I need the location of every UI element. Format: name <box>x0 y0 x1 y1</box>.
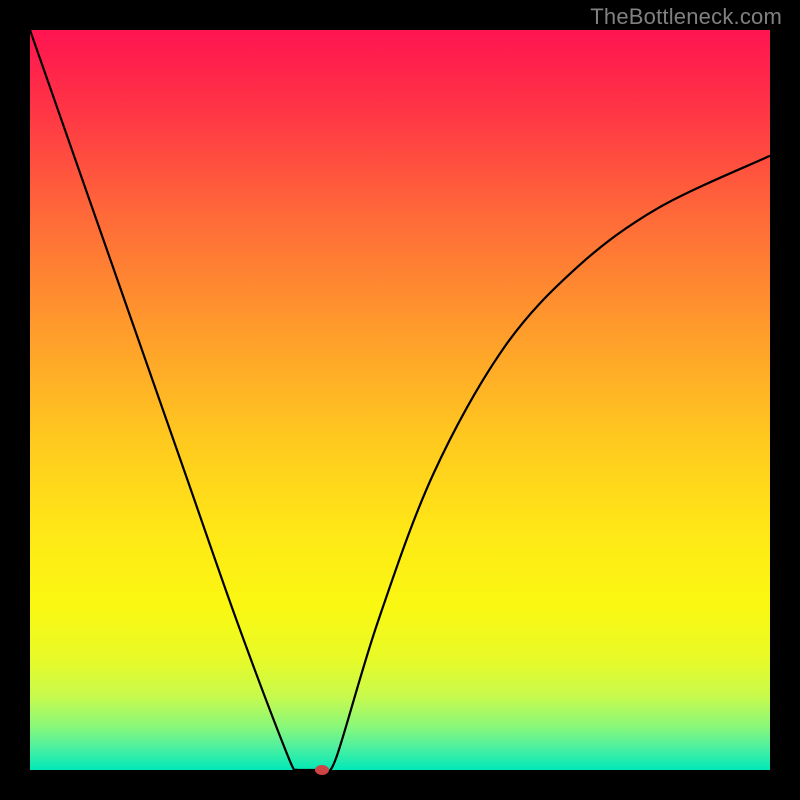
plot-frame <box>30 30 770 770</box>
bottleneck-curve <box>30 30 770 770</box>
watermark-text: TheBottleneck.com <box>590 4 782 30</box>
optimum-marker <box>315 765 329 775</box>
